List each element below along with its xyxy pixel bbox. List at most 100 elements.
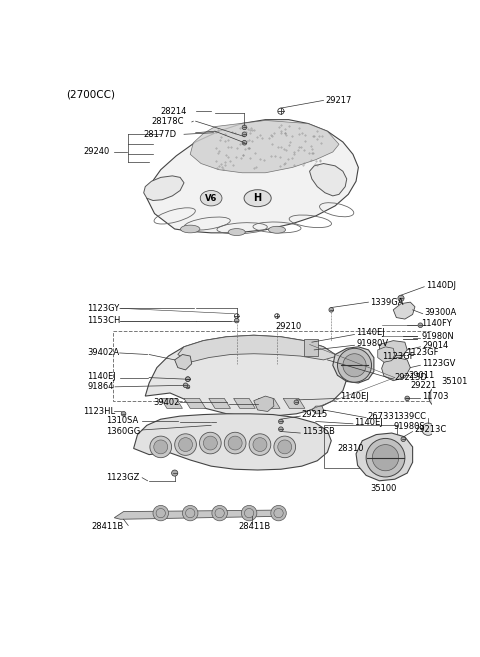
Polygon shape: [234, 398, 255, 409]
Text: 39402A: 39402A: [87, 348, 119, 357]
Circle shape: [186, 385, 190, 389]
Text: 1140EJ: 1140EJ: [340, 392, 369, 401]
Circle shape: [372, 445, 399, 471]
Text: 28310: 28310: [337, 444, 364, 453]
Circle shape: [172, 470, 178, 476]
Circle shape: [242, 125, 247, 129]
Circle shape: [234, 318, 239, 323]
Circle shape: [210, 419, 216, 425]
Text: 1339CC: 1339CC: [393, 411, 426, 420]
Text: 26733: 26733: [368, 411, 395, 420]
Text: 29210: 29210: [276, 323, 302, 331]
Text: 29011: 29011: [409, 371, 435, 380]
Circle shape: [398, 295, 404, 302]
Text: 29240: 29240: [83, 147, 109, 156]
Circle shape: [228, 436, 242, 450]
Text: 1153CH: 1153CH: [87, 316, 120, 325]
Circle shape: [242, 132, 247, 137]
Polygon shape: [178, 335, 337, 362]
Polygon shape: [283, 398, 305, 409]
Text: 1140FY: 1140FY: [421, 319, 452, 328]
Circle shape: [366, 438, 405, 477]
Text: 28411B: 28411B: [91, 522, 123, 532]
Circle shape: [294, 400, 299, 405]
Text: 39402: 39402: [153, 397, 180, 407]
Text: 1123GV: 1123GV: [422, 359, 456, 368]
Text: 11703: 11703: [422, 392, 448, 401]
Ellipse shape: [268, 226, 286, 233]
Circle shape: [204, 436, 217, 450]
Text: 29217: 29217: [325, 96, 351, 105]
Ellipse shape: [244, 190, 271, 207]
Text: 35100: 35100: [370, 484, 396, 493]
Circle shape: [224, 432, 246, 454]
Bar: [324, 425, 397, 468]
Text: 1123HL: 1123HL: [83, 407, 115, 416]
Circle shape: [183, 383, 188, 388]
Text: 91864: 91864: [87, 382, 114, 392]
Text: 1339GA: 1339GA: [370, 298, 404, 307]
Polygon shape: [254, 396, 274, 411]
Polygon shape: [145, 335, 347, 416]
Text: 1140EJ: 1140EJ: [87, 372, 116, 380]
Circle shape: [278, 427, 283, 432]
Circle shape: [175, 434, 196, 455]
Polygon shape: [190, 120, 339, 173]
Circle shape: [179, 438, 192, 451]
Circle shape: [150, 436, 172, 458]
Text: 1153CB: 1153CB: [302, 427, 335, 436]
Polygon shape: [133, 414, 331, 470]
Text: 1123GF: 1123GF: [407, 348, 439, 357]
Polygon shape: [333, 347, 374, 383]
Circle shape: [182, 505, 198, 521]
Text: 29213C: 29213C: [414, 426, 446, 434]
Text: 91980N: 91980N: [421, 332, 454, 340]
Circle shape: [271, 505, 286, 521]
Text: 1140EJ: 1140EJ: [356, 328, 385, 338]
Circle shape: [278, 419, 283, 424]
Circle shape: [154, 440, 168, 454]
Bar: [113, 331, 480, 401]
Polygon shape: [114, 510, 285, 519]
Text: (2700CC): (2700CC): [66, 89, 115, 100]
Circle shape: [429, 386, 451, 407]
Polygon shape: [312, 406, 324, 414]
Bar: [304, 339, 318, 356]
Polygon shape: [209, 398, 230, 409]
Polygon shape: [382, 357, 410, 380]
Circle shape: [253, 438, 267, 451]
Polygon shape: [356, 433, 413, 481]
Polygon shape: [144, 176, 184, 200]
Circle shape: [249, 434, 271, 455]
Circle shape: [418, 323, 423, 328]
Text: 28177D: 28177D: [144, 130, 177, 139]
Circle shape: [422, 423, 434, 436]
Polygon shape: [184, 398, 206, 409]
Circle shape: [401, 437, 406, 442]
Circle shape: [343, 353, 366, 377]
Circle shape: [121, 411, 126, 416]
Text: 1310SA: 1310SA: [107, 417, 139, 425]
Polygon shape: [175, 355, 192, 370]
Circle shape: [200, 432, 221, 454]
Text: H: H: [253, 193, 262, 203]
Text: 91980S: 91980S: [393, 422, 425, 432]
Text: 1123GY: 1123GY: [87, 304, 120, 313]
Circle shape: [337, 348, 372, 382]
Circle shape: [186, 377, 190, 382]
Text: 35101: 35101: [441, 377, 468, 386]
Text: 28411B: 28411B: [238, 522, 271, 532]
Text: 1123GZ: 1123GZ: [107, 473, 140, 482]
Text: 29014: 29014: [422, 341, 448, 350]
Text: V6: V6: [205, 194, 217, 203]
Text: 29221: 29221: [410, 381, 436, 390]
Circle shape: [153, 505, 168, 521]
Circle shape: [186, 377, 190, 382]
Text: 28214: 28214: [161, 106, 187, 116]
Polygon shape: [379, 340, 407, 360]
Circle shape: [278, 440, 292, 454]
Text: 91980V: 91980V: [356, 339, 388, 348]
Circle shape: [241, 505, 257, 521]
Polygon shape: [147, 120, 359, 233]
Circle shape: [212, 505, 228, 521]
